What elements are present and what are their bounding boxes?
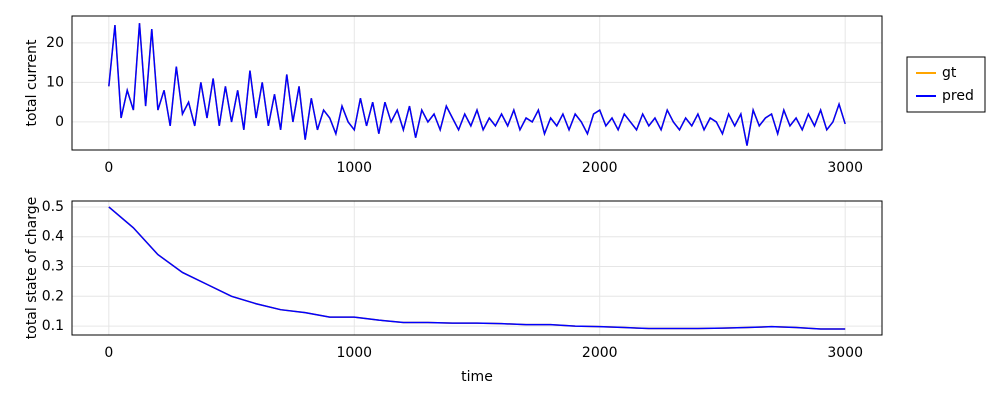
x-tick-label: 3000 (827, 345, 863, 361)
y-tick-label: 0.3 (42, 259, 64, 275)
y-tick-label: 0.5 (42, 199, 64, 215)
line-series (108, 206, 846, 330)
legend-label: pred (942, 88, 974, 104)
y-tick-label: 0.2 (42, 288, 64, 304)
y-tick-label: 20 (46, 35, 64, 51)
plot-frame (71, 15, 883, 151)
x-tick-label: 1000 (336, 160, 372, 176)
x-tick-label: 0 (104, 345, 113, 361)
x-tick-label: 3000 (827, 160, 863, 176)
x-tick-label: 1000 (336, 345, 372, 361)
y-tick-label: 0.1 (42, 318, 64, 334)
x-tick-label: 2000 (582, 345, 618, 361)
plot-frame (71, 200, 883, 336)
y-tick-label: 10 (46, 74, 64, 90)
legend-label: gt (942, 65, 957, 81)
x-axis-label: time (461, 369, 493, 385)
legend-box (906, 56, 986, 113)
x-tick-label: 2000 (582, 160, 618, 176)
y-tick-label: 0 (55, 114, 64, 130)
x-tick-label: 0 (104, 160, 113, 176)
line-series (108, 206, 846, 330)
y-axis-label: total current (24, 39, 40, 126)
y-tick-label: 0.4 (42, 229, 64, 245)
y-axis-label: total state of charge (24, 197, 40, 339)
legend: gt pred (906, 56, 986, 113)
line-series (108, 23, 846, 146)
